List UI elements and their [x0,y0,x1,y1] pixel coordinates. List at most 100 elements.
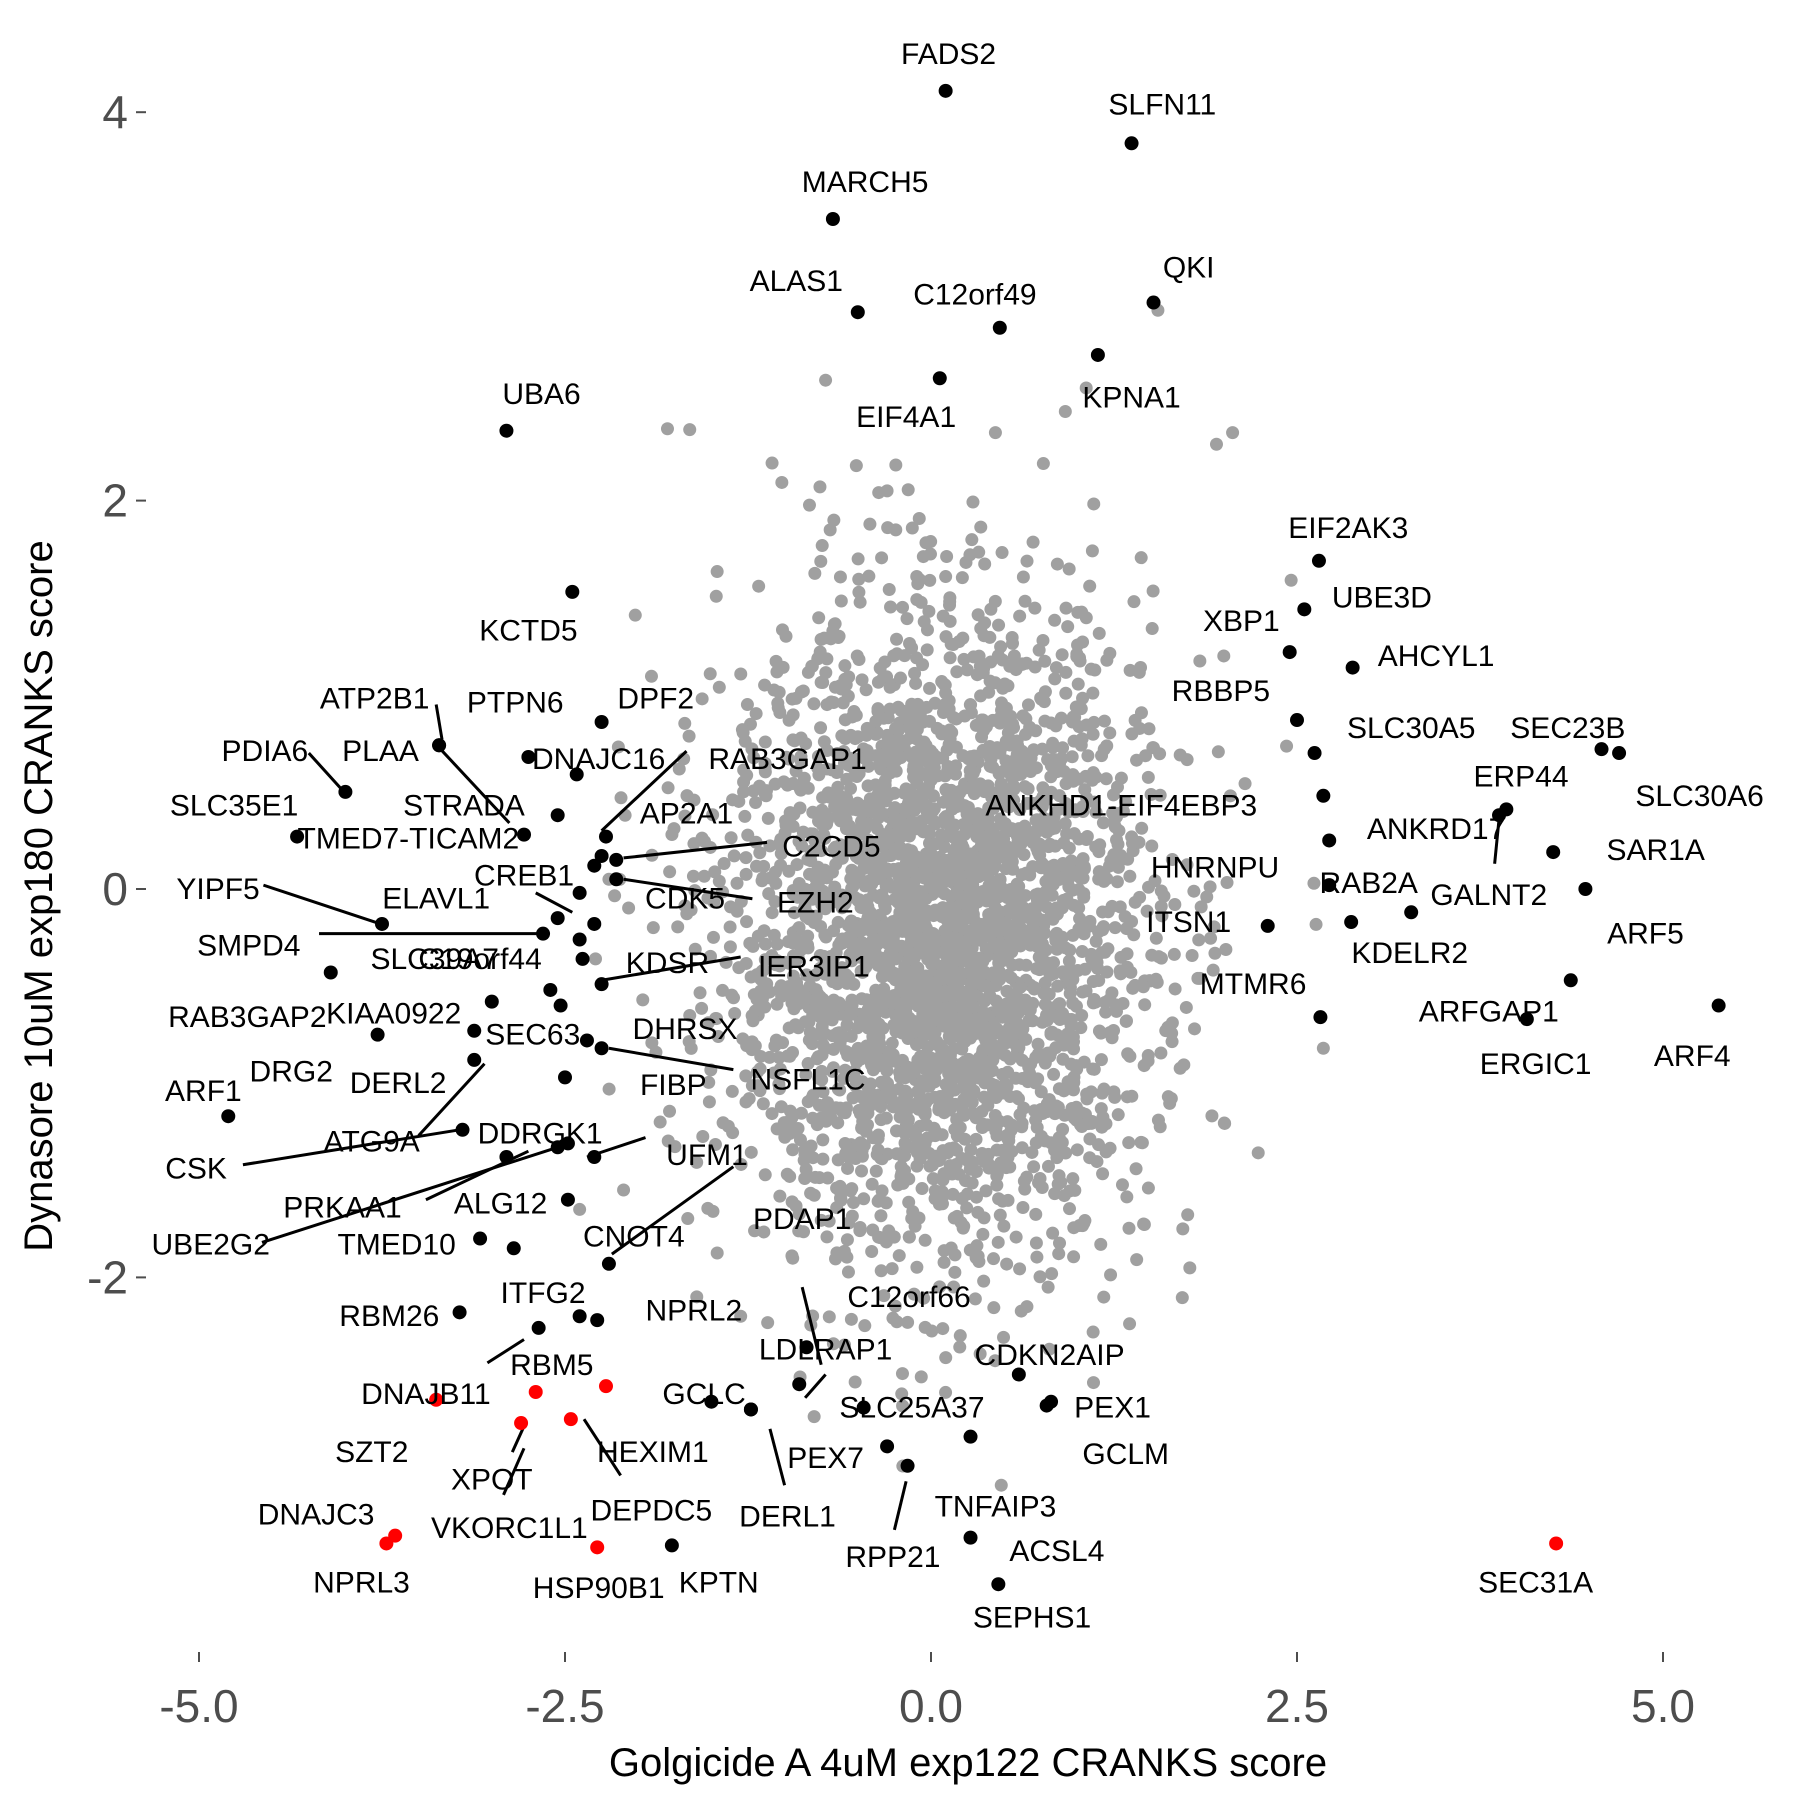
background-point [829,946,843,960]
background-point [879,1075,893,1089]
background-point [927,1026,941,1040]
background-point [992,956,1006,970]
background-point [1125,914,1139,928]
background-point [1128,978,1142,992]
background-point [950,857,964,871]
background-point [789,1199,803,1213]
background-point [945,1161,959,1175]
background-point [874,1264,888,1278]
background-point [737,763,751,777]
background-point [848,1064,862,1078]
background-point [1164,1092,1178,1106]
point-depdc5 [563,1412,578,1427]
background-point [1057,836,1071,850]
point-ufm1 [587,1149,602,1164]
background-point [1083,579,1097,593]
background-point [805,659,819,673]
label-connector [623,840,768,860]
background-point [1119,1014,1133,1028]
background-point [1114,950,1128,964]
background-point [1020,656,1034,670]
background-point [807,697,821,711]
background-point [696,1129,710,1143]
background-point [832,844,846,858]
background-point [920,623,934,637]
background-point [1066,996,1080,1010]
background-point [1092,865,1106,879]
background-point [943,651,957,665]
background-point [1226,426,1240,440]
background-point [963,984,977,998]
label-uba6: UBA6 [502,378,580,411]
background-point [747,784,761,798]
background-point [935,675,949,689]
label-derl2: DERL2 [350,1067,447,1100]
background-point [905,641,919,655]
background-point [885,1084,899,1098]
background-point [910,850,924,864]
background-point [997,1001,1011,1015]
background-point [682,729,696,743]
background-point [929,768,943,782]
background-point [1053,1236,1067,1250]
background-point [1001,861,1015,875]
background-point [845,1209,859,1223]
background-point [939,1351,953,1365]
label-ankrd17: ANKRD17 [1367,813,1505,846]
background-point [717,857,731,871]
background-point [1018,594,1032,608]
background-point [964,1143,978,1157]
background-point [1055,901,1069,915]
background-point [780,1167,794,1181]
background-point [1048,613,1062,627]
point-pdia6 [338,784,353,799]
background-point [1121,1047,1135,1061]
background-point [1065,1102,1079,1116]
point-eif4a1 [932,371,947,386]
background-point [1034,861,1048,875]
point-slc39a7 [587,916,602,931]
label-rbm26: RBM26 [339,1300,439,1333]
background-point [838,1137,852,1151]
background-point [855,1149,869,1163]
label-connector [417,1062,486,1137]
background-point [793,801,807,815]
label-connector [439,748,511,824]
background-point [672,762,686,776]
background-point [775,623,789,637]
background-point [815,1064,829,1078]
point-mtmr6 [1313,1010,1328,1025]
background-point [1145,622,1159,636]
background-point [1157,889,1171,903]
point-kiaa0922 [484,994,499,1009]
background-point [727,991,741,1005]
background-point [837,745,851,759]
background-point [1024,765,1038,779]
background-point [988,1108,1002,1122]
label-connector [768,1428,787,1486]
background-point [1038,654,1052,668]
background-point [807,1188,821,1202]
label-connector [582,1418,622,1477]
background-point [1046,736,1060,750]
point-ier3ip1 [594,977,609,992]
point-cnot4 [560,1192,575,1207]
label-sar1a: SAR1A [1606,834,1704,867]
background-point [774,847,788,861]
background-point [1004,1032,1018,1046]
background-point [909,676,923,690]
background-point [1167,947,1181,961]
background-point [912,982,926,996]
point-sec31a [1549,1536,1564,1551]
background-point [935,1185,949,1199]
background-point [930,721,944,735]
background-point [795,839,809,853]
background-point [834,1191,848,1205]
point-arf4 [1711,998,1726,1013]
x-axis: -5.0 -2.5 0.0 2.5 5.0 [159,1652,1695,1732]
background-point [1056,1122,1070,1136]
background-point [963,698,977,712]
background-point [1141,1054,1155,1068]
background-point [1111,1108,1125,1122]
point-hsp90b1 [590,1540,605,1555]
